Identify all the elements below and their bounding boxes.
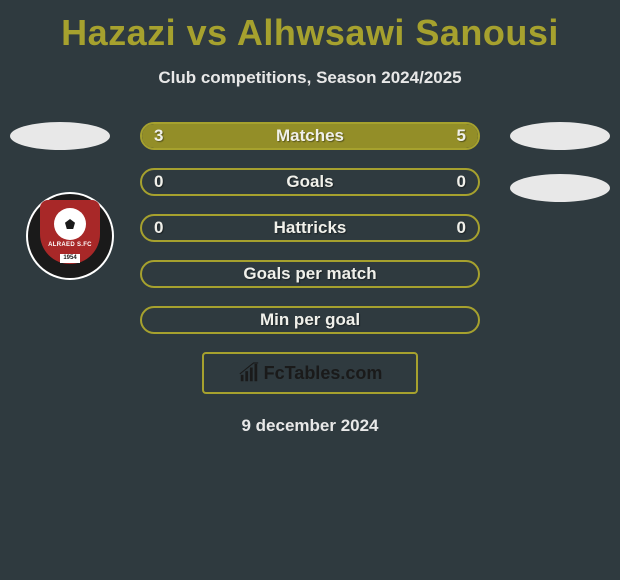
player-right-club-placeholder — [510, 174, 610, 202]
stat-row: 00Hattricks — [140, 214, 480, 242]
stat-row: 35Matches — [140, 122, 480, 150]
player-right-avatar-placeholder — [510, 122, 610, 150]
stat-row: Goals per match — [140, 260, 480, 288]
stat-label: Matches — [142, 126, 478, 146]
club-badge-text: ALRAED S.FC — [26, 242, 114, 248]
brand-text: FcTables.com — [264, 363, 383, 384]
stat-row: 00Goals — [140, 168, 480, 196]
bar-chart-icon — [238, 362, 260, 384]
stat-label: Goals — [142, 172, 478, 192]
stat-label: Goals per match — [142, 264, 478, 284]
stats-bars: 35Matches 00Goals 00Hattricks Goals per mat… — [140, 122, 480, 334]
page-title: Hazazi vs Alhwsawi Sanousi — [0, 0, 620, 54]
stat-row: Min per goal — [140, 306, 480, 334]
date-line: 9 december 2024 — [0, 416, 620, 436]
page-subtitle: Club competitions, Season 2024/2025 — [0, 68, 620, 88]
club-badge-year: 1954 — [60, 254, 80, 263]
stat-label: Min per goal — [142, 310, 478, 330]
stat-label: Hattricks — [142, 218, 478, 238]
content-area: ALRAED S.FC 1954 35Matches 00Goals 00Hattr… — [0, 122, 620, 436]
player-left-avatar-placeholder — [10, 122, 110, 150]
player-left-club-badge: ALRAED S.FC 1954 — [26, 192, 114, 280]
brand-box: FcTables.com — [202, 352, 418, 394]
